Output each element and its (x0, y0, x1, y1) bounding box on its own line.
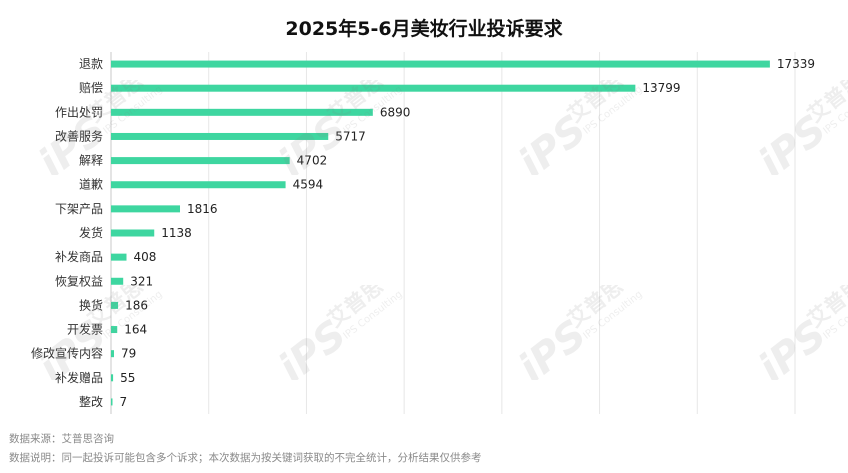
category-label: 改善服务 (55, 128, 103, 143)
value-labels: 17339 13799 6890 5717 4702 4594 1816 1138 408 321… (120, 57, 816, 409)
value-label: 5717 (335, 129, 366, 143)
bar (111, 108, 373, 116)
bar (111, 205, 181, 213)
bar (111, 326, 118, 334)
category-label: 道歉 (79, 178, 103, 192)
category-label: 补发商品 (55, 249, 103, 264)
category-label: 退款 (79, 57, 103, 71)
category-label: 换货 (79, 297, 103, 312)
category-label: 修改宣传内容 (31, 346, 103, 361)
value-label: 1138 (161, 226, 192, 240)
data-source-note: 数据来源：艾普思咨询 (9, 433, 114, 445)
bar (111, 157, 290, 165)
category-label: 发货 (79, 225, 103, 240)
value-label: 4702 (297, 154, 328, 168)
value-label: 408 (134, 250, 157, 264)
value-label: 164 (124, 323, 147, 337)
category-label: 恢复权益 (55, 274, 103, 288)
bar (111, 132, 329, 140)
category-labels: 退款赔偿作出处罚改善服务解释道歉下架产品发货补发商品恢复权益换货开发票修改宣传内… (31, 57, 103, 409)
bar (111, 374, 114, 382)
bars (111, 60, 770, 406)
value-label: 79 (121, 347, 136, 361)
category-label: 补发赠品 (55, 370, 103, 385)
value-label: 4594 (293, 178, 324, 192)
value-label: 7 (120, 395, 128, 409)
bar (111, 60, 770, 68)
bar (111, 350, 115, 358)
value-label: 1816 (187, 202, 218, 216)
bar (111, 253, 127, 261)
category-label: 作出处罚 (55, 105, 103, 119)
gridlines (110, 52, 796, 414)
category-label: 赔偿 (79, 80, 103, 95)
data-description-note: 数据说明：同一起投诉可能包含多个诉求；本次数据为按关键词获取的不完全统计，分析结… (9, 452, 482, 464)
chart-title: 2025年5-6月美妆行业投诉要求 (285, 18, 563, 40)
value-label: 13799 (642, 81, 680, 95)
category-label: 开发票 (67, 322, 103, 337)
bar (111, 84, 636, 92)
category-label: 解释 (79, 154, 103, 168)
bar (111, 181, 286, 189)
bar (111, 301, 119, 309)
bar (111, 398, 113, 406)
category-label: 整改 (79, 394, 103, 409)
value-label: 321 (130, 274, 153, 288)
category-label: 下架产品 (55, 202, 103, 216)
value-label: 17339 (777, 57, 815, 71)
bar (111, 277, 124, 285)
value-label: 55 (120, 371, 135, 385)
value-label: 6890 (380, 105, 411, 119)
value-label: 186 (125, 298, 148, 312)
bar (111, 229, 155, 237)
